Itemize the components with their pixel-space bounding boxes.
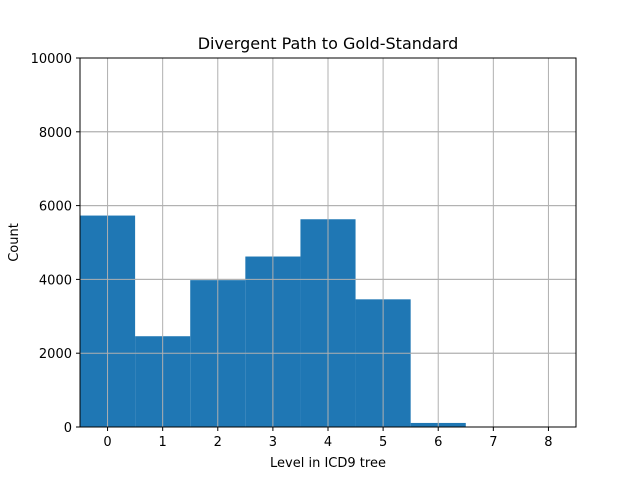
- x-tick-label: 3: [269, 435, 277, 450]
- x-tick-label: 7: [489, 435, 497, 450]
- x-tick-label: 2: [214, 435, 222, 450]
- x-axis-ticks: 0 1 2 3 4 5 6 7 8: [103, 427, 553, 450]
- x-axis-label: Level in ICD9 tree: [270, 456, 386, 471]
- y-tick-label: 0: [64, 421, 72, 436]
- x-tick-label: 0: [103, 435, 111, 450]
- y-tick-label: 4000: [39, 273, 72, 288]
- x-tick-label: 5: [379, 435, 387, 450]
- y-tick-label: 10000: [31, 52, 72, 67]
- x-tick-label: 8: [544, 435, 552, 450]
- x-tick-label: 1: [159, 435, 167, 450]
- y-tick-label: 6000: [39, 200, 72, 215]
- y-axis-label: Count: [7, 223, 22, 262]
- y-tick-label: 2000: [39, 347, 72, 362]
- chart-title: Divergent Path to Gold-Standard: [198, 34, 459, 53]
- x-tick-label: 6: [434, 435, 442, 450]
- x-tick-label: 4: [324, 435, 332, 450]
- y-tick-label: 8000: [39, 126, 72, 141]
- y-axis-ticks: 0 2000 4000 6000 8000 10000: [31, 52, 80, 436]
